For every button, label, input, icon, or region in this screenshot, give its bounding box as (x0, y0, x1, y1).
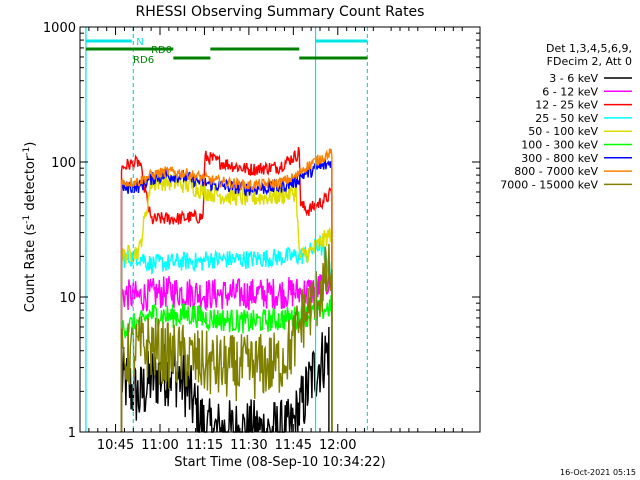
y-label-main: Count Rate (s (23, 224, 38, 313)
footer-date: 16-Oct-2021 05:15 (560, 468, 636, 477)
y-tick-label-3: 1000 (43, 21, 76, 36)
x-tick-label-1: 11:00 (141, 438, 178, 453)
axes: 1 10 100 1000 10:45 11:00 11:15 11:30 11:45 12:00 (43, 21, 481, 453)
legend-label-6: 300 - 800 keV (521, 152, 598, 165)
y-tick-label-0: 1 (68, 426, 76, 441)
series-line-4 (120, 172, 333, 432)
rd6-label: RD6 (133, 55, 154, 66)
x-tick-label-4: 11:45 (275, 438, 312, 453)
plot-frame (79, 26, 481, 433)
x-axis-label: Start Time (08-Sep-10 10:34:22) (174, 455, 385, 470)
y-tick-label-1: 10 (59, 291, 76, 306)
y-tick-label-2: 100 (51, 156, 76, 171)
legend-header-1: Det 1,3,4,5,6,9, (546, 42, 632, 55)
series-line-1 (120, 267, 333, 432)
y-label-sup1: -1 (22, 215, 32, 224)
series-line-7 (120, 148, 333, 432)
series-line-3 (120, 234, 333, 432)
legend-label-3: 25 - 50 keV (535, 112, 598, 125)
legend-label-7: 800 - 7000 keV (514, 165, 598, 178)
series-line-6 (120, 158, 333, 432)
legend-label-1: 6 - 12 keV (542, 85, 598, 98)
legend-label-4: 50 - 100 keV (528, 125, 598, 138)
x-tick-label-5: 12:00 (319, 438, 356, 453)
rd0-label: RD0 (151, 45, 172, 56)
x-tick-label-2: 11:15 (186, 438, 223, 453)
night-label: N (136, 37, 143, 48)
y-axis-label: Count Rate (s-1 detector-1) (22, 142, 38, 313)
series-line-2 (120, 146, 333, 432)
legend-label-5: 100 - 300 keV (521, 139, 598, 152)
legend-header-2: FDecim 2, Att 0 (547, 55, 632, 68)
chart-title: RHESSI Observing Summary Count Rates (136, 4, 425, 20)
x-tick-label-3: 11:30 (230, 438, 267, 453)
y-label-mid: detector (23, 155, 38, 215)
y-label-end: ) (23, 142, 38, 147)
series-line-8 (120, 243, 333, 432)
legend-label-2: 12 - 25 keV (535, 99, 598, 112)
legend-label-0: 3 - 6 keV (549, 72, 598, 85)
y-label-sup2: -1 (22, 147, 32, 156)
legend-label-8: 7000 - 15000 keV (500, 178, 598, 191)
x-tick-label-0: 10:45 (97, 438, 134, 453)
